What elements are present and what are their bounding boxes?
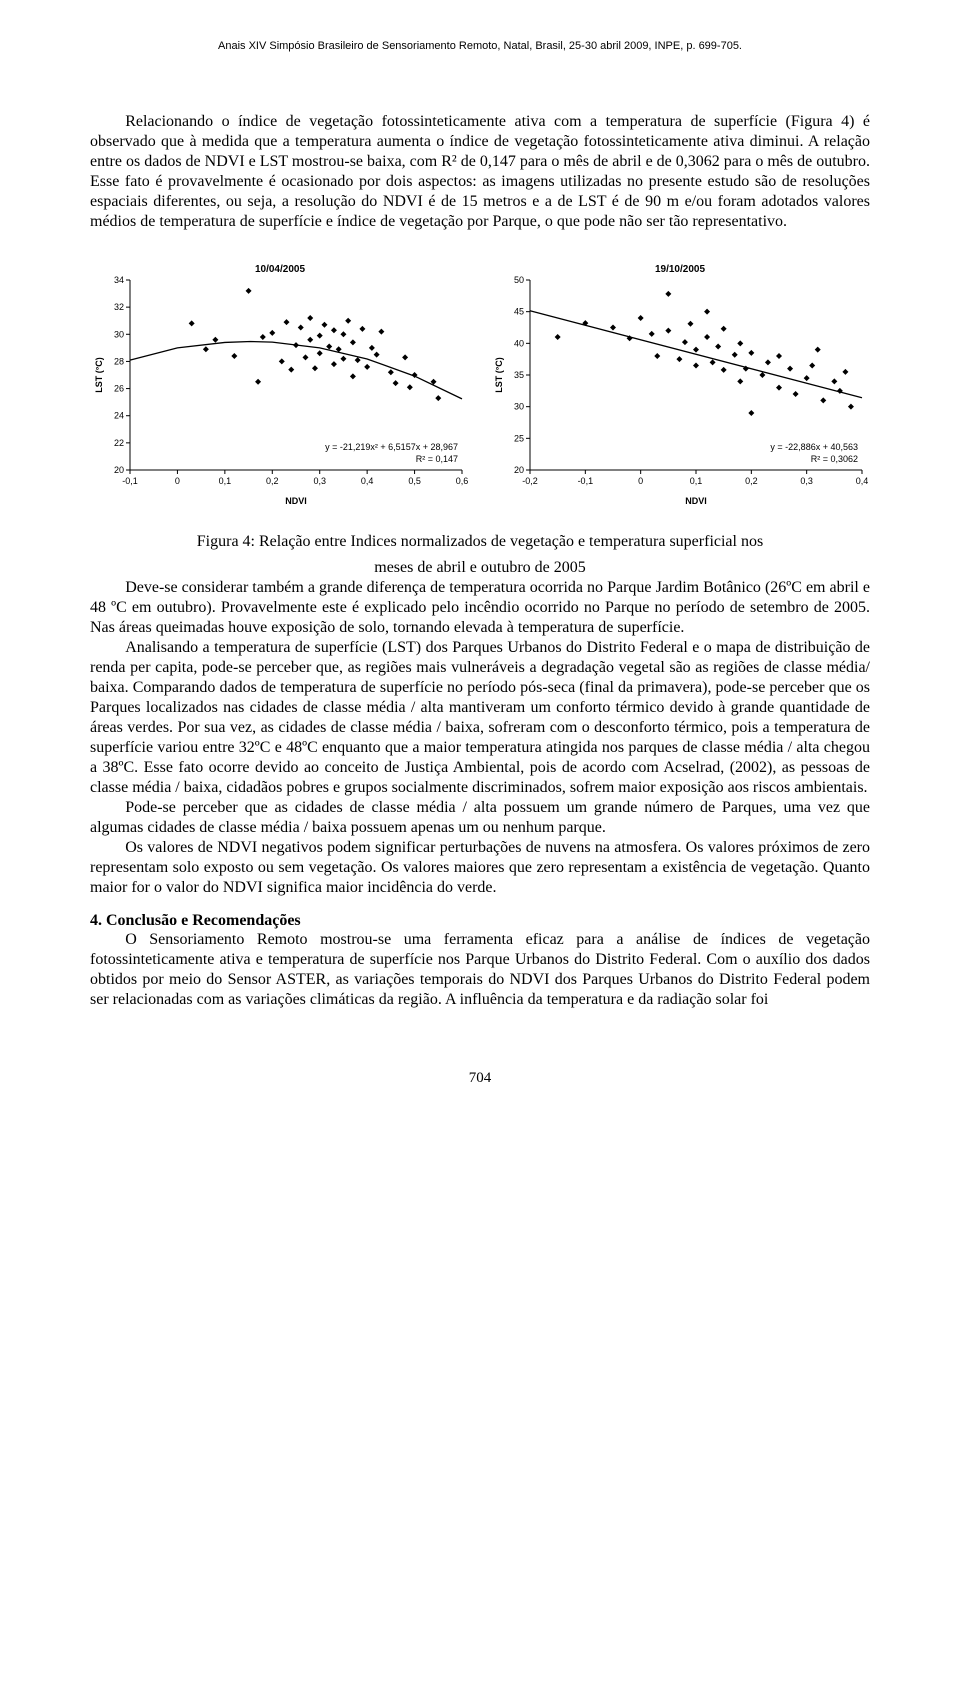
svg-text:-0,2: -0,2 bbox=[522, 476, 538, 486]
svg-text:20: 20 bbox=[114, 465, 124, 475]
section-4-heading: 4. Conclusão e Recomendações bbox=[90, 912, 870, 930]
svg-text:0: 0 bbox=[638, 476, 643, 486]
svg-text:y = -22,886x + 40,563: y = -22,886x + 40,563 bbox=[770, 442, 858, 452]
svg-text:R² = 0,3062: R² = 0,3062 bbox=[811, 454, 858, 464]
paragraph-2: Deve-se considerar também a grande difer… bbox=[90, 578, 870, 638]
svg-text:0,5: 0,5 bbox=[408, 476, 421, 486]
paragraph-6: O Sensoriamento Remoto mostrou-se uma fe… bbox=[90, 930, 870, 1010]
svg-text:45: 45 bbox=[514, 307, 524, 317]
svg-text:34: 34 bbox=[114, 275, 124, 285]
chart-left: 10/04/2005 20 22 24 26 28 30 32 34 -0,1 0 0,1 0,2 0,3… bbox=[90, 260, 470, 510]
svg-text:30: 30 bbox=[514, 402, 524, 412]
page-number: 704 bbox=[90, 1070, 870, 1087]
svg-text:22: 22 bbox=[114, 438, 124, 448]
running-head: Anais XIV Simpósio Brasileiro de Sensori… bbox=[90, 40, 870, 52]
svg-text:0,4: 0,4 bbox=[361, 476, 374, 486]
svg-text:NDVI: NDVI bbox=[285, 496, 307, 506]
paragraph-3: Analisando a temperatura de superfície (… bbox=[90, 638, 870, 798]
svg-text:10/04/2005: 10/04/2005 bbox=[255, 264, 305, 275]
paragraph-1: Relacionando o índice de vegetação fotos… bbox=[90, 112, 870, 232]
svg-text:R² = 0,147: R² = 0,147 bbox=[416, 454, 458, 464]
svg-text:30: 30 bbox=[114, 329, 124, 339]
svg-text:0,2: 0,2 bbox=[266, 476, 279, 486]
svg-text:26: 26 bbox=[114, 384, 124, 394]
svg-text:0,3: 0,3 bbox=[313, 476, 326, 486]
svg-text:28: 28 bbox=[114, 356, 124, 366]
svg-text:50: 50 bbox=[514, 275, 524, 285]
svg-text:0,6: 0,6 bbox=[456, 476, 469, 486]
svg-text:40: 40 bbox=[514, 338, 524, 348]
svg-text:19/10/2005: 19/10/2005 bbox=[655, 264, 705, 275]
svg-text:20: 20 bbox=[514, 465, 524, 475]
svg-text:0,3: 0,3 bbox=[800, 476, 813, 486]
svg-text:y = -21,219x² + 6,5157x + 28,9: y = -21,219x² + 6,5157x + 28,967 bbox=[325, 442, 458, 452]
svg-text:0: 0 bbox=[175, 476, 180, 486]
svg-text:24: 24 bbox=[114, 411, 124, 421]
svg-text:-0,1: -0,1 bbox=[578, 476, 594, 486]
paragraph-4: Pode-se perceber que as cidades de class… bbox=[90, 798, 870, 838]
svg-text:-0,1: -0,1 bbox=[122, 476, 138, 486]
svg-text:0,1: 0,1 bbox=[690, 476, 703, 486]
svg-text:25: 25 bbox=[514, 433, 524, 443]
svg-text:NDVI: NDVI bbox=[685, 496, 707, 506]
chart-right: 19/10/2005 20 25 30 35 40 45 50 -0,2 -0,1 0 0,1 0,2 0… bbox=[490, 260, 870, 510]
figure-4-caption-line1: Figura 4: Relação entre Indices normaliz… bbox=[90, 532, 870, 552]
svg-text:0,1: 0,1 bbox=[219, 476, 232, 486]
svg-text:0,2: 0,2 bbox=[745, 476, 758, 486]
figure-4-caption-line2: meses de abril e outubro de 2005 bbox=[90, 558, 870, 578]
figure-4: 10/04/2005 20 22 24 26 28 30 32 34 -0,1 0 0,1 0,2 0,3… bbox=[90, 260, 870, 510]
svg-text:LST (°C): LST (°C) bbox=[94, 357, 104, 393]
svg-text:LST (°C): LST (°C) bbox=[494, 357, 504, 393]
paragraph-5: Os valores de NDVI negativos podem signi… bbox=[90, 838, 870, 898]
svg-text:35: 35 bbox=[514, 370, 524, 380]
svg-text:0,4: 0,4 bbox=[856, 476, 869, 486]
svg-text:32: 32 bbox=[114, 302, 124, 312]
